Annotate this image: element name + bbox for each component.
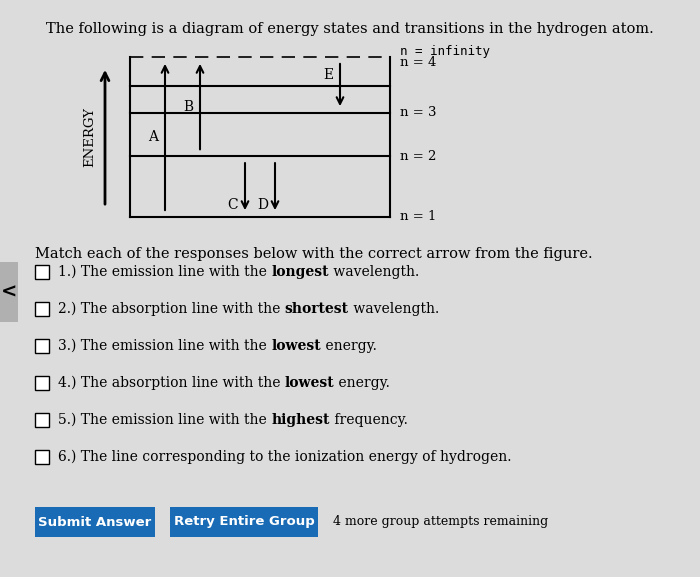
Text: Retry Entire Group: Retry Entire Group <box>174 515 314 529</box>
Text: 2.) The absorption line with the: 2.) The absorption line with the <box>58 302 285 316</box>
Text: n = 1: n = 1 <box>400 211 436 223</box>
Bar <box>35 507 155 537</box>
Text: n = 4: n = 4 <box>400 57 436 69</box>
Text: The following is a diagram of energy states and transitions in the hydrogen atom: The following is a diagram of energy sta… <box>46 22 654 36</box>
Text: energy.: energy. <box>321 339 377 353</box>
Text: n = infinity: n = infinity <box>400 44 490 58</box>
Text: highest: highest <box>271 413 330 427</box>
Text: wavelength.: wavelength. <box>349 302 439 316</box>
Text: 3.) The emission line with the: 3.) The emission line with the <box>58 339 271 353</box>
Text: n = 2: n = 2 <box>400 149 436 163</box>
Text: C: C <box>228 197 238 212</box>
Text: Submit Answer: Submit Answer <box>38 515 152 529</box>
Text: A: A <box>148 130 158 144</box>
Text: <: < <box>1 283 18 302</box>
Bar <box>35 339 49 353</box>
Text: 6.) The line corresponding to the ionization energy of hydrogen.: 6.) The line corresponding to the ioniza… <box>58 450 512 464</box>
Bar <box>0 262 18 322</box>
Bar <box>170 507 318 537</box>
Text: 4.) The absorption line with the: 4.) The absorption line with the <box>58 376 285 390</box>
Bar <box>35 302 49 316</box>
Text: 4 more group attempts remaining: 4 more group attempts remaining <box>333 515 548 529</box>
Text: energy.: energy. <box>335 376 391 390</box>
Text: D: D <box>258 197 269 212</box>
Text: Match each of the responses below with the correct arrow from the figure.: Match each of the responses below with t… <box>35 247 593 261</box>
Text: wavelength.: wavelength. <box>329 265 419 279</box>
Bar <box>35 265 49 279</box>
Text: 1.) The emission line with the: 1.) The emission line with the <box>58 265 272 279</box>
Bar <box>35 376 49 390</box>
Text: frequency.: frequency. <box>330 413 407 427</box>
Text: 5.) The emission line with the: 5.) The emission line with the <box>58 413 271 427</box>
Text: longest: longest <box>272 265 329 279</box>
Text: n = 3: n = 3 <box>400 107 437 119</box>
Bar <box>35 413 49 427</box>
Text: lowest: lowest <box>285 376 335 390</box>
Bar <box>35 450 49 464</box>
Text: B: B <box>183 100 193 114</box>
Text: E: E <box>323 68 333 82</box>
Text: shortest: shortest <box>285 302 349 316</box>
Text: lowest: lowest <box>271 339 321 353</box>
Text: ENERGY: ENERGY <box>83 107 97 167</box>
